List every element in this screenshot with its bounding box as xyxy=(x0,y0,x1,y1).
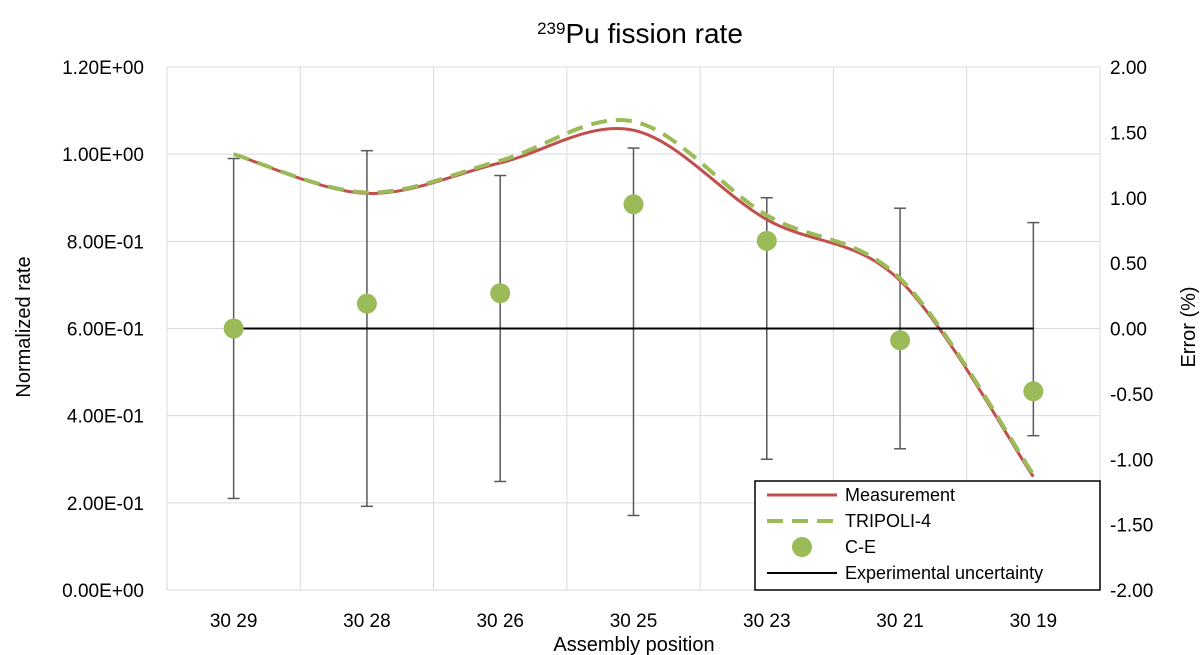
y-axis-ticks: 0.00E+00 2.00E-01 4.00E-01 6.00E-01 8.00E-01… xyxy=(62,58,144,602)
legend-label-measurement: Measurement xyxy=(845,485,955,505)
legend: Measurement TRIPOLI-4 C-E Experimental unce… xyxy=(754,480,1101,591)
chart-title-main: Pu fission rate xyxy=(565,18,742,49)
y-axis-title: Normalized rate xyxy=(13,256,35,397)
y2-axis-title: Error (%) xyxy=(1178,286,1200,367)
x-tick-label: 30 26 xyxy=(476,611,524,632)
y2-tick-label: 0.00 xyxy=(1110,320,1147,341)
x-tick-label: 30 28 xyxy=(343,611,391,632)
y-tick-label: 1.20E+00 xyxy=(62,58,144,79)
chart-title: 239Pu fission rate xyxy=(537,18,743,49)
x-tick-label: 30 19 xyxy=(1010,611,1058,632)
y2-tick-label: 1.50 xyxy=(1110,123,1147,144)
y-tick-label: 4.00E-01 xyxy=(67,407,144,428)
y2-tick-label: -1.00 xyxy=(1110,450,1153,471)
y-tick-label: 8.00E-01 xyxy=(67,232,144,253)
legend-label-tripoli-4: TRIPOLI-4 xyxy=(845,511,931,531)
legend-label-experimental-uncertainty: Experimental uncertainty xyxy=(845,563,1043,583)
y-tick-label: 1.00E+00 xyxy=(62,145,144,166)
series-line-tripoli-4 xyxy=(233,118,1036,476)
legend-label-c-e: C-E xyxy=(845,537,876,557)
y2-tick-label: 1.00 xyxy=(1110,189,1147,210)
y2-tick-label: 2.00 xyxy=(1110,58,1147,79)
x-tick-label: 30 21 xyxy=(876,611,924,632)
y2-tick-label: 0.50 xyxy=(1110,254,1147,275)
data-point-ce xyxy=(1023,381,1044,402)
x-axis-ticks: 30 29 30 28 30 26 30 25 30 23 30 21 30 19 xyxy=(210,611,1057,632)
y2-tick-label: -1.50 xyxy=(1110,516,1153,537)
y2-tick-label: -2.00 xyxy=(1110,581,1153,602)
data-point-ce xyxy=(890,330,911,351)
data-point-ce xyxy=(756,230,777,251)
y-tick-label: 2.00E-01 xyxy=(67,494,144,515)
data-point-ce xyxy=(490,283,511,304)
x-tick-label: 30 23 xyxy=(743,611,791,632)
y2-axis-ticks: -2.00 -1.50 -1.00 -0.50 0.00 0.50 1.00 1.50 2.00 xyxy=(1110,58,1153,602)
legend-box xyxy=(754,480,1101,591)
data-point-ce xyxy=(356,293,377,314)
legend-swatch-c-e xyxy=(792,537,812,557)
x-axis-title: Assembly position xyxy=(553,634,714,655)
y2-tick-label: -0.50 xyxy=(1110,385,1153,406)
x-tick-label: 30 25 xyxy=(610,611,658,632)
y-tick-label: 0.00E+00 xyxy=(62,581,144,602)
y-tick-label: 6.00E-01 xyxy=(67,320,144,341)
data-point-ce xyxy=(223,318,244,339)
chart-title-superscript: 239 xyxy=(537,19,565,38)
series-layer xyxy=(223,118,1044,478)
data-point-ce xyxy=(623,194,644,215)
x-tick-label: 30 29 xyxy=(210,611,258,632)
